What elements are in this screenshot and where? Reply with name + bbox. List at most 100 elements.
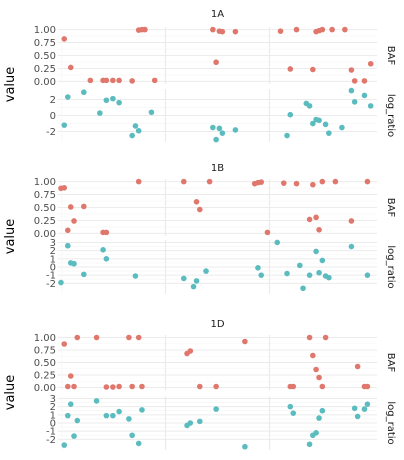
data-point-log_ratio	[348, 87, 355, 94]
data-point-BAF	[103, 229, 110, 236]
data-point-log_ratio	[210, 124, 216, 131]
data-point-log_ratio	[219, 130, 226, 136]
data-point-BAF	[213, 383, 219, 390]
data-point-BAF	[348, 67, 355, 73]
y-tick-label: -1	[46, 427, 56, 438]
data-point-log_ratio	[284, 132, 290, 139]
facet-row-BAF: 0.00 0.25 0.50 0.75 1.00 BAF	[34, 25, 396, 88]
data-point-log_ratio	[74, 417, 81, 424]
facet-strip-label: BAF	[385, 353, 396, 373]
y-tick-label: 1.00	[34, 177, 56, 188]
data-point-BAF	[193, 199, 200, 205]
data-point-log_ratio	[232, 127, 239, 133]
data-point-BAF	[264, 229, 271, 236]
data-point-log_ratio	[300, 285, 306, 292]
data-point-BAF	[316, 374, 322, 381]
data-point-log_ratio	[110, 95, 116, 102]
data-point-BAF	[71, 383, 77, 390]
data-point-BAF	[116, 77, 122, 84]
facet-title: 1D	[210, 319, 224, 330]
data-point-BAF	[219, 28, 226, 35]
y-tick-label: -1	[46, 271, 56, 282]
data-point-BAF	[242, 338, 248, 345]
data-point-BAF	[135, 334, 142, 341]
data-point-log_ratio	[116, 99, 122, 106]
data-point-log_ratio	[81, 89, 87, 96]
data-point-BAF	[61, 36, 68, 42]
data-point-log_ratio	[139, 407, 145, 413]
y-tick-label: 3	[50, 394, 56, 405]
data-point-log_ratio	[71, 433, 77, 439]
data-point-BAF	[187, 348, 194, 354]
data-point-log_ratio	[216, 125, 223, 132]
data-point-log_ratio	[110, 412, 116, 419]
data-point-log_ratio	[81, 271, 87, 278]
data-point-BAF	[110, 77, 116, 84]
y-tick-label: 0.00	[34, 383, 56, 394]
y-tick-label: 0.75	[34, 38, 56, 49]
y-axis-label: value	[3, 67, 18, 103]
data-point-BAF	[61, 341, 68, 347]
data-point-BAF	[103, 384, 110, 390]
data-point-log_ratio	[287, 403, 294, 410]
data-point-BAF	[258, 179, 265, 185]
y-tick-label: 1	[50, 254, 56, 265]
y-tick-label: 0.75	[34, 190, 56, 201]
facet-strip-label: log_ratio	[385, 94, 396, 137]
y-tick-label: 1	[50, 410, 56, 421]
data-point-log_ratio	[180, 275, 187, 282]
data-point-BAF	[310, 66, 316, 73]
data-point-BAF	[348, 218, 355, 224]
data-point-log_ratio	[284, 270, 290, 277]
y-tick-label: 0.75	[34, 346, 56, 357]
data-point-BAF	[197, 383, 203, 390]
data-point-log_ratio	[132, 123, 139, 129]
data-point-BAF	[206, 178, 213, 185]
y-tick-label: -2	[46, 279, 56, 290]
data-point-log_ratio	[287, 111, 294, 118]
y-tick-label: 0	[50, 111, 56, 122]
data-point-log_ratio	[367, 103, 374, 109]
data-point-BAF	[367, 60, 374, 67]
data-point-log_ratio	[310, 120, 316, 127]
data-point-BAF	[322, 334, 329, 341]
data-point-BAF	[67, 204, 74, 210]
data-point-BAF	[342, 26, 348, 33]
data-point-log_ratio	[274, 239, 281, 246]
data-point-log_ratio	[135, 127, 142, 134]
data-point-log_ratio	[326, 130, 332, 136]
y-axis-label: value	[3, 219, 18, 255]
data-point-log_ratio	[319, 407, 326, 414]
data-point-log_ratio	[197, 418, 203, 425]
data-point-BAF	[87, 77, 94, 84]
y-tick-label: 0.50	[34, 358, 56, 369]
data-point-BAF	[332, 178, 339, 185]
data-point-log_ratio	[361, 92, 368, 99]
data-point-BAF	[232, 28, 239, 35]
data-point-log_ratio	[93, 398, 100, 404]
data-point-log_ratio	[306, 103, 313, 109]
data-point-BAF	[64, 227, 71, 234]
data-point-BAF	[293, 180, 300, 187]
y-tick-label: 2	[50, 246, 56, 257]
data-point-log_ratio	[61, 442, 68, 448]
data-point-log_ratio	[316, 117, 322, 124]
data-point-BAF	[351, 78, 358, 84]
data-point-log_ratio	[135, 440, 142, 447]
data-point-log_ratio	[187, 420, 194, 426]
data-point-log_ratio	[255, 265, 261, 271]
data-point-BAF	[103, 77, 110, 84]
facet-strip-label: log_ratio	[385, 401, 396, 444]
data-point-log_ratio	[58, 279, 64, 286]
data-point-log_ratio	[193, 278, 200, 284]
data-point-BAF	[329, 26, 335, 33]
y-tick-label: 0.25	[34, 371, 56, 382]
data-point-log_ratio	[296, 262, 303, 269]
data-point-log_ratio	[71, 260, 77, 267]
data-point-BAF	[110, 384, 116, 390]
data-point-BAF	[67, 64, 74, 71]
data-point-log_ratio	[190, 283, 197, 290]
